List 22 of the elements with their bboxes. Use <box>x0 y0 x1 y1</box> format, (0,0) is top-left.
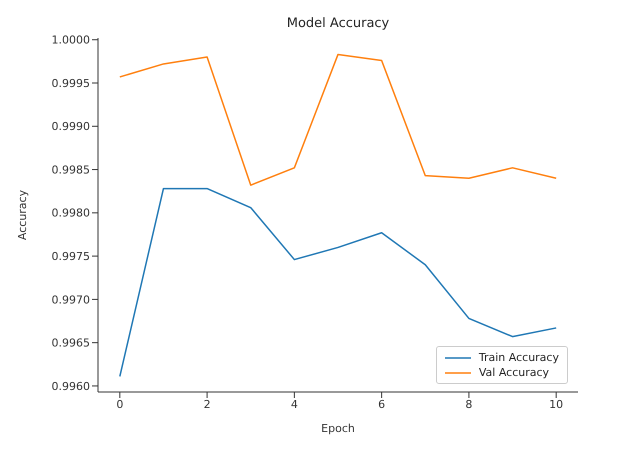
y-tick-label: 0.9985 <box>52 163 90 176</box>
y-axis-title: Accuracy <box>16 189 29 240</box>
x-tick-label: 4 <box>290 398 298 411</box>
y-tick-label: 0.9990 <box>52 120 90 134</box>
y-tick-label: 0.9965 <box>52 336 90 350</box>
y-tick-label: 1.0000 <box>52 34 90 47</box>
x-tick-label: 8 <box>465 398 472 411</box>
y-tick-label: 0.9960 <box>52 380 90 393</box>
legend-label: Train Accuracy <box>478 350 559 365</box>
line-series <box>119 188 557 378</box>
x-axis-title: Epoch <box>321 422 355 435</box>
x-tick-label: 6 <box>378 398 386 411</box>
line-series <box>119 54 557 186</box>
y-tick-label: 0.9995 <box>52 76 90 90</box>
x-tick-label: 2 <box>204 398 211 411</box>
chart-title: Model Accuracy <box>286 16 390 31</box>
y-tick-label: 0.9970 <box>52 293 90 306</box>
legend-label: Val Accuracy <box>478 365 550 380</box>
x-tick-label: 10 <box>549 398 564 411</box>
y-tick-label: 0.9975 <box>52 250 90 264</box>
x-tick-label: 0 <box>116 398 124 411</box>
y-tick-label: 0.9980 <box>52 206 90 220</box>
